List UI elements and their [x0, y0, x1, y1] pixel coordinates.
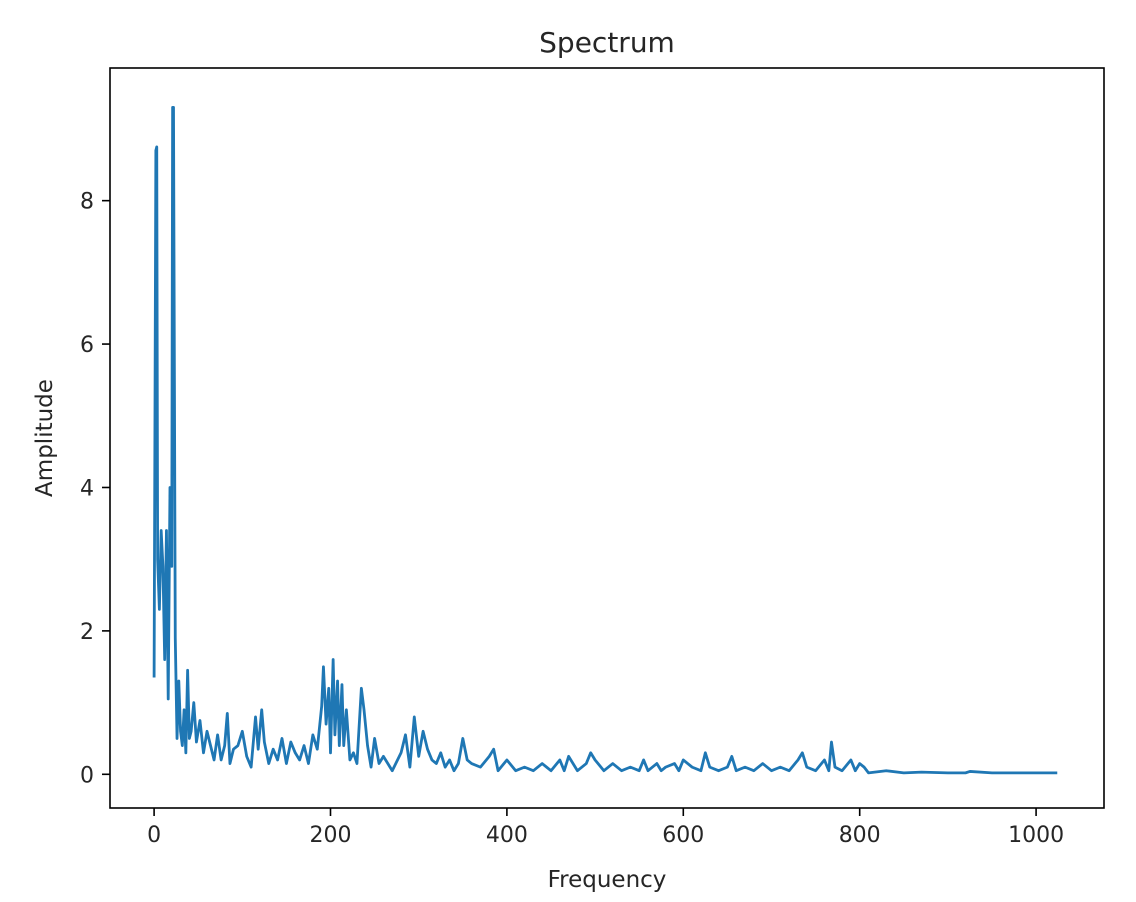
series-layer: [152, 106, 1058, 775]
x-tick-label: 200: [309, 823, 351, 848]
y-axis-ticks: 0 2 4 6 8: [80, 190, 110, 788]
x-tick-label: 800: [839, 823, 881, 848]
x-tick-label: 600: [662, 823, 704, 848]
x-axis-title: Frequency: [548, 867, 667, 893]
plot-frame: [109, 67, 1105, 809]
x-tick-label: 400: [486, 823, 528, 848]
y-tick-label: 0: [80, 763, 94, 788]
x-tick-label: 1000: [1008, 823, 1064, 848]
y-axis-title: Amplitude: [32, 379, 58, 497]
y-tick-label: 8: [80, 190, 94, 215]
x-tick-label: 0: [147, 823, 161, 848]
y-tick-label: 6: [80, 333, 94, 358]
chart-title: Spectrum: [539, 26, 675, 59]
y-tick-label: 4: [80, 476, 94, 501]
x-axis-ticks: 0 200 400 600 800 1000: [147, 808, 1064, 848]
plot-area: 0 200 400 600 800 1000 0 2 4 6 8: [80, 67, 1105, 848]
series-line-0: [152, 106, 1058, 775]
y-tick-label: 2: [80, 620, 94, 645]
